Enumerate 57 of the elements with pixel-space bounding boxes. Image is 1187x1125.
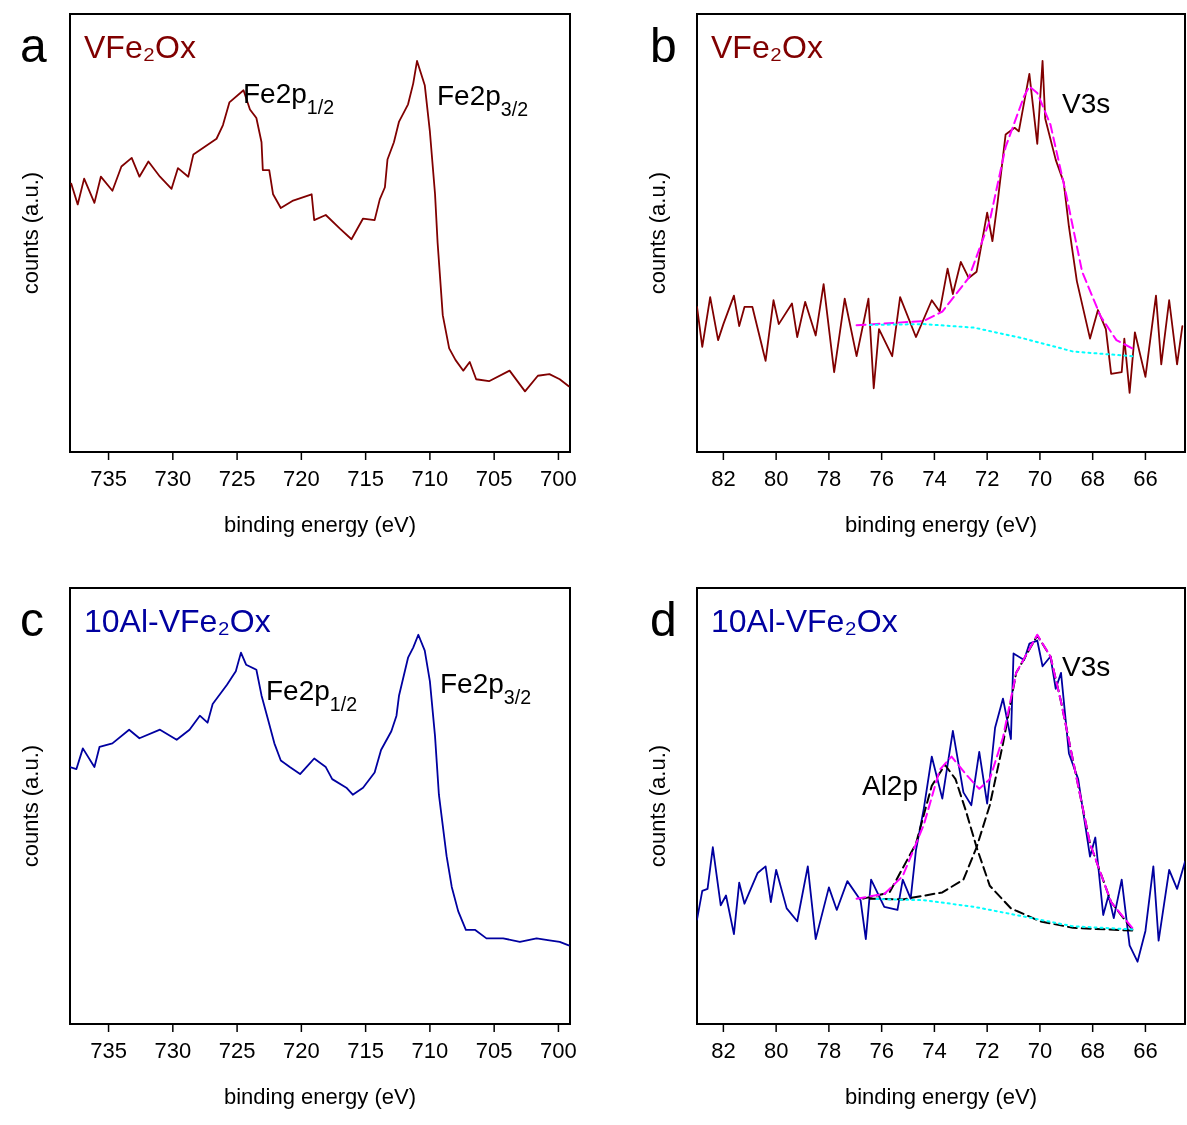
annotation: V3s <box>1062 88 1111 119</box>
x-tick-label: 735 <box>90 1038 127 1063</box>
y-axis-title: counts (a.u.) <box>645 171 670 295</box>
x-tick-label: 66 <box>1133 1038 1158 1063</box>
text: d <box>650 593 677 646</box>
x-tick-label: 76 <box>869 1038 894 1063</box>
x-tick-label: 78 <box>816 466 842 491</box>
x-tick-label: 715 <box>347 466 384 491</box>
y-axis-title: counts (a.u.) <box>18 171 43 295</box>
x-tick-label: 725 <box>218 466 256 491</box>
x-tick-label: 80 <box>763 466 789 491</box>
x-tick-label: 720 <box>283 1038 320 1063</box>
chart-title: 10Al-VFe₂Ox <box>84 603 271 639</box>
y-axis-title: counts (a.u.) <box>645 744 670 868</box>
x-tick-label: 66 <box>1133 466 1158 491</box>
x-tick-label: 80 <box>763 1038 789 1063</box>
text: a <box>20 19 47 72</box>
annotation: Fe2p$_{1/2}$ <box>266 675 358 715</box>
x-tick-label: 710 <box>411 466 449 491</box>
x-tick-label: 735 <box>90 466 127 491</box>
x-tick-label: 68 <box>1080 466 1105 491</box>
x-tick-label: 72 <box>974 1038 1000 1063</box>
x-axis-title: binding energy (eV) <box>844 1084 1038 1109</box>
x-tick-label: 730 <box>154 1038 192 1063</box>
x-tick-label: 700 <box>540 1038 577 1063</box>
x-tick-label: 70 <box>1027 466 1053 491</box>
x-tick-label: 74 <box>922 1038 947 1063</box>
annotation: Fe2p$_{3/2}$ <box>440 668 532 708</box>
text: b <box>650 19 677 72</box>
x-tick-label: 82 <box>711 1038 736 1063</box>
x-tick-label: 70 <box>1027 1038 1053 1063</box>
x-tick-label: 82 <box>711 466 736 491</box>
x-tick-label: 715 <box>347 1038 384 1063</box>
x-tick-label: 710 <box>411 1038 449 1063</box>
x-tick-label: 705 <box>475 466 513 491</box>
x-tick-label: 730 <box>154 466 192 491</box>
x-tick-label: 76 <box>869 466 894 491</box>
x-tick-label: 72 <box>974 466 1000 491</box>
x-axis-title: binding energy (eV) <box>223 512 417 537</box>
text: c <box>20 593 44 646</box>
x-tick-label: 705 <box>475 1038 513 1063</box>
x-axis-title: binding energy (eV) <box>223 1084 417 1109</box>
x-axis-title: binding energy (eV) <box>844 512 1038 537</box>
x-tick-label: 720 <box>283 466 320 491</box>
annotation: V3s <box>1062 651 1111 682</box>
y-axis-title: counts (a.u.) <box>18 744 43 868</box>
chart-title: VFe₂Ox <box>711 29 823 65</box>
x-tick-label: 78 <box>816 1038 842 1063</box>
annotation: Fe2p$_{1/2}$ <box>243 78 335 118</box>
x-tick-label: 700 <box>540 466 577 491</box>
x-tick-label: 74 <box>922 466 947 491</box>
x-tick-label: 68 <box>1080 1038 1105 1063</box>
annotation: Fe2p$_{3/2}$ <box>437 80 529 120</box>
chart-title: VFe₂Ox <box>84 29 196 65</box>
x-tick-label: 725 <box>218 1038 256 1063</box>
chart-title: 10Al-VFe₂Ox <box>711 603 898 639</box>
annotation: Al2p <box>861 770 918 801</box>
